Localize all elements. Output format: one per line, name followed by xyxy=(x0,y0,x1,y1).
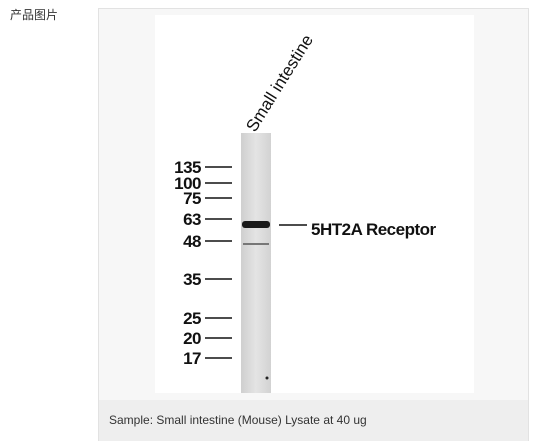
band-label: 5HT2A Receptor xyxy=(311,220,437,239)
marker-label: 63 xyxy=(183,210,201,229)
blot-background xyxy=(155,15,474,393)
marker-label: 135 xyxy=(174,158,201,177)
marker-label: 20 xyxy=(183,329,201,348)
marker-label: 75 xyxy=(183,189,201,208)
lane xyxy=(241,133,271,393)
marker-label: 17 xyxy=(183,349,201,368)
caption: Sample: Small intestine (Mouse) Lysate a… xyxy=(98,400,529,441)
marker-label: 35 xyxy=(183,270,201,289)
faint-band xyxy=(243,243,269,245)
section-label: 产品图片 xyxy=(10,8,59,22)
marker-label: 25 xyxy=(183,309,201,328)
speck xyxy=(265,376,269,380)
band xyxy=(242,221,270,228)
marker-label: 48 xyxy=(183,232,201,251)
blot-image: Small intestine 5HT2A Receptor 135100756… xyxy=(155,15,474,393)
marker-label: 100 xyxy=(174,174,201,193)
